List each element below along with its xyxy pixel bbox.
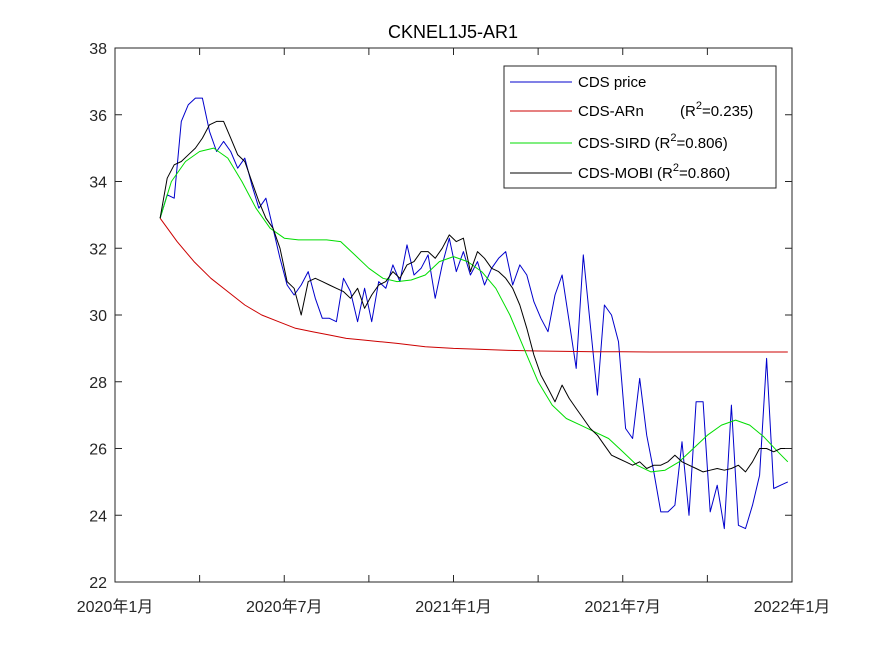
legend-label-cds-sird: CDS-SIRD (R2=0.806) (578, 132, 728, 152)
series-line-cds-price (159, 97, 789, 530)
series-line-cds-arn (159, 217, 788, 353)
series-line-cds-mobi (159, 120, 788, 473)
series-line-cds-sird (159, 147, 789, 473)
y-tick-label: 22 (89, 575, 107, 592)
y-tick-label: 34 (89, 175, 107, 192)
legend-label-cds-mobi: CDS-MOBI (R2=0.860) (578, 162, 730, 182)
y-tick-label: 36 (89, 108, 107, 125)
legend-label-cds-price: CDS price (578, 74, 646, 91)
axis-layer: 22 24 26 28 30 32 34 36 38 2020年1月 2020年7月 2021年1月 2… (77, 41, 831, 616)
y-tick-label: 38 (89, 41, 107, 58)
y-tick-label: 28 (89, 375, 107, 392)
x-tick-label: 2020年1月 (77, 598, 154, 616)
x-tick-label: 2021年7月 (585, 598, 662, 616)
chart-title: CKNEL1J5-AR1 (388, 22, 518, 42)
x-tick-label: 2022年1月 (754, 598, 831, 616)
legend-label-cds-arn: CDS-ARn (R2=0.235) (578, 100, 753, 120)
y-tick-label: 26 (89, 442, 107, 459)
series-layer (159, 97, 789, 530)
legend-box (503, 65, 777, 189)
y-tick-label: 32 (89, 241, 107, 258)
y-tick-label: 24 (89, 508, 107, 525)
x-tick-label: 2020年7月 (246, 598, 323, 616)
x-tick-label: 2021年1月 (415, 598, 492, 616)
legend: CDS price CDS-ARn (R2=0.235) CDS-SIRD (R2=… (503, 65, 777, 189)
y-tick-label: 30 (89, 308, 107, 325)
